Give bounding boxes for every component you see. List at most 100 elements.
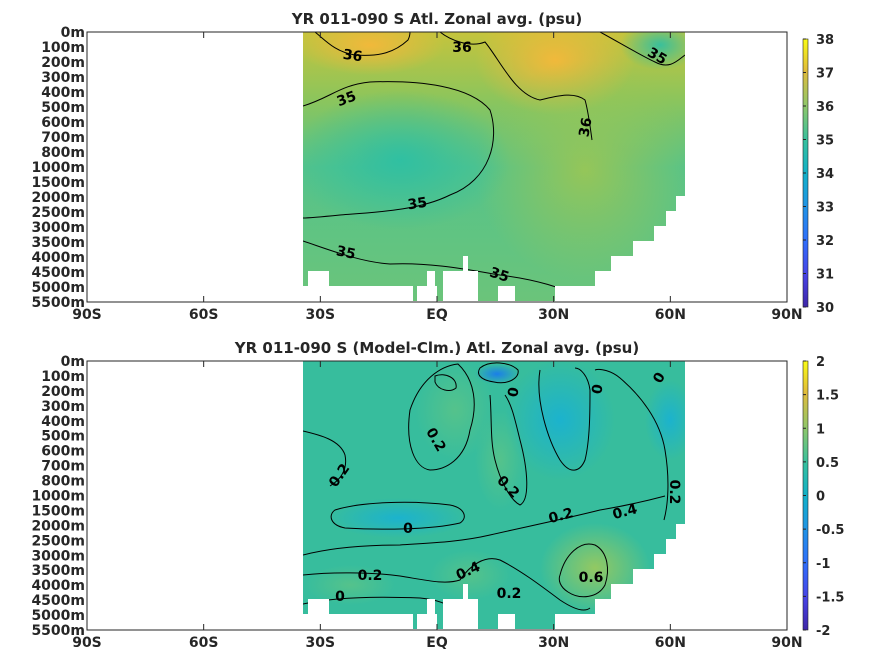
top-y-tick-label: 1500m bbox=[31, 175, 85, 191]
top-x-tick-label: EQ bbox=[426, 307, 448, 323]
bottom-clabel: 0 bbox=[505, 386, 522, 399]
top-clabel: 36 bbox=[452, 40, 471, 56]
top-x-ticks: 90S 60S 30S EQ 30N 60N 90N bbox=[72, 32, 803, 323]
bottom-y-tick-label: 2000m bbox=[31, 518, 85, 534]
top-title: YR 011-090 S Atl. Zonal avg. (psu) bbox=[291, 10, 583, 28]
top-clabel: 36 bbox=[576, 116, 595, 138]
top-clabel: 35 bbox=[487, 265, 510, 286]
top-colorbar-tick-label: 37 bbox=[816, 67, 834, 82]
bottom-colorbar-tick-label: -1.5 bbox=[816, 590, 844, 605]
top-y-tick-label: 5000m bbox=[31, 280, 85, 296]
top-y-tick-label: 2000m bbox=[31, 190, 85, 206]
top-x-tick-label: 90S bbox=[72, 307, 102, 323]
top-colorbar-tick-label: 33 bbox=[816, 201, 834, 216]
top-panel: YR 011-090 S Atl. Zonal avg. (psu) bbox=[31, 10, 834, 323]
bottom-clabel: 0.4 bbox=[611, 501, 639, 523]
top-field bbox=[303, 32, 685, 301]
bottom-clabel: 0.2 bbox=[666, 480, 682, 505]
top-x-tick-label: 60S bbox=[189, 307, 219, 323]
bottom-y-tick-label: 800m bbox=[41, 474, 85, 490]
bottom-colorbar-tick-label: -2 bbox=[816, 624, 830, 639]
bottom-mask bbox=[303, 584, 515, 630]
top-y-tick-label: 3500m bbox=[31, 235, 85, 251]
top-y-tick-label: 2500m bbox=[31, 205, 85, 221]
top-y-tick-label: 5500m bbox=[31, 295, 85, 311]
top-clabel: 35 bbox=[335, 243, 357, 263]
bottom-panel: YR 011-090 S (Model-Clm.) Atl. Zonal avg… bbox=[31, 339, 844, 651]
bottom-colorbar-tick-label: 1 bbox=[816, 422, 825, 437]
top-y-tick-label: 4000m bbox=[31, 250, 85, 266]
bottom-x-tick-label: 60N bbox=[655, 635, 686, 651]
top-x-tick-label: 30N bbox=[538, 307, 569, 323]
bottom-x-tick-label: 90S bbox=[72, 635, 102, 651]
top-x-tick-label: 60N bbox=[655, 307, 686, 323]
top-colorbar-tick-label: 36 bbox=[816, 100, 834, 115]
top-y-tick-label: 300m bbox=[41, 70, 85, 86]
top-x-tick-label: 30S bbox=[306, 307, 336, 323]
bottom-clabel: 0.2 bbox=[547, 505, 575, 527]
bottom-x-tick-label: 30N bbox=[538, 635, 569, 651]
bottom-colorbar-ticks: -2 -1.5 -1 -0.5 0 0.5 1 1.5 2 bbox=[803, 355, 844, 639]
bottom-y-tick-label: 0m bbox=[61, 354, 85, 370]
bottom-y-tick-label: 5000m bbox=[31, 608, 85, 624]
bottom-colorbar-tick-label: 2 bbox=[816, 355, 825, 370]
bottom-y-tick-label: 3500m bbox=[31, 563, 85, 579]
bottom-y-tick-label: 3000m bbox=[31, 548, 85, 564]
top-colorbar-ticks: 30 31 32 33 34 35 36 37 38 bbox=[803, 33, 834, 316]
top-colorbar-tick-label: 38 bbox=[816, 33, 834, 48]
top-colorbar-tick-label: 31 bbox=[816, 268, 834, 283]
bottom-colorbar-tick-label: 0.5 bbox=[816, 456, 839, 471]
bottom-y-tick-label: 700m bbox=[41, 459, 85, 475]
bottom-clabel: 0.6 bbox=[579, 570, 604, 586]
top-clabel: 36 bbox=[342, 47, 364, 66]
bottom-y-tick-label: 200m bbox=[41, 384, 85, 400]
top-colorbar-tick-label: 34 bbox=[816, 167, 834, 182]
top-clabel: 35 bbox=[335, 88, 359, 110]
top-x-tick-label: 90N bbox=[771, 307, 802, 323]
bottom-y-tick-label: 4500m bbox=[31, 593, 85, 609]
top-y-ticks: 0m100m200m300m400m500m600m700m800m1000m1… bbox=[31, 25, 85, 311]
top-y-tick-label: 3000m bbox=[31, 220, 85, 236]
bottom-y-tick-label: 300m bbox=[41, 399, 85, 415]
top-y-tick-label: 600m bbox=[41, 115, 85, 131]
bottom-y-tick-label: 2500m bbox=[31, 533, 85, 549]
bottom-clabel: 0.2 bbox=[497, 586, 522, 602]
bottom-y-tick-label: 1500m bbox=[31, 503, 85, 519]
bottom-x-tick-label: 30S bbox=[306, 635, 336, 651]
bottom-y-tick-label: 4000m bbox=[31, 578, 85, 594]
top-y-tick-label: 500m bbox=[41, 100, 85, 116]
bottom-field bbox=[303, 361, 685, 629]
bottom-colorbar-tick-label: 1.5 bbox=[816, 389, 839, 404]
bottom-y-tick-label: 400m bbox=[41, 414, 85, 430]
top-y-tick-label: 200m bbox=[41, 55, 85, 71]
top-y-tick-label: 1000m bbox=[31, 160, 85, 176]
top-clabel: 35 bbox=[407, 195, 429, 214]
bottom-x-tick-label: 90N bbox=[771, 635, 802, 651]
bottom-colorbar-tick-label: 0 bbox=[816, 490, 825, 505]
top-y-tick-label: 4500m bbox=[31, 265, 85, 281]
top-y-tick-label: 800m bbox=[41, 145, 85, 161]
bottom-clabel: 0 bbox=[403, 521, 413, 537]
bottom-y-tick-label: 600m bbox=[41, 444, 85, 460]
bottom-x-tick-label: 60S bbox=[189, 635, 219, 651]
top-y-tick-label: 0m bbox=[61, 25, 85, 41]
bottom-clabel: 0.2 bbox=[358, 568, 383, 584]
bottom-y-tick-label: 5500m bbox=[31, 623, 85, 639]
bottom-clabel: 0 bbox=[335, 589, 345, 605]
top-colorbar-tick-label: 35 bbox=[816, 134, 834, 149]
bottom-y-ticks: 0m100m200m300m400m500m600m700m800m1000m1… bbox=[31, 354, 85, 639]
bottom-clabel: 0 bbox=[589, 383, 606, 396]
top-colorbar-tick-label: 32 bbox=[816, 234, 834, 249]
bottom-x-tick-label: EQ bbox=[426, 635, 448, 651]
bottom-y-tick-label: 500m bbox=[41, 429, 85, 445]
bottom-title: YR 011-090 S (Model-Clm.) Atl. Zonal avg… bbox=[234, 339, 639, 357]
top-y-tick-label: 400m bbox=[41, 85, 85, 101]
top-y-tick-label: 700m bbox=[41, 130, 85, 146]
bottom-y-tick-label: 100m bbox=[41, 369, 85, 385]
bottom-colorbar-tick-label: -1 bbox=[816, 557, 830, 572]
top-y-tick-label: 100m bbox=[41, 40, 85, 56]
top-colorbar-tick-label: 30 bbox=[816, 301, 834, 316]
bottom-colorbar-tick-label: -0.5 bbox=[816, 523, 844, 538]
top-mask bbox=[303, 256, 515, 302]
